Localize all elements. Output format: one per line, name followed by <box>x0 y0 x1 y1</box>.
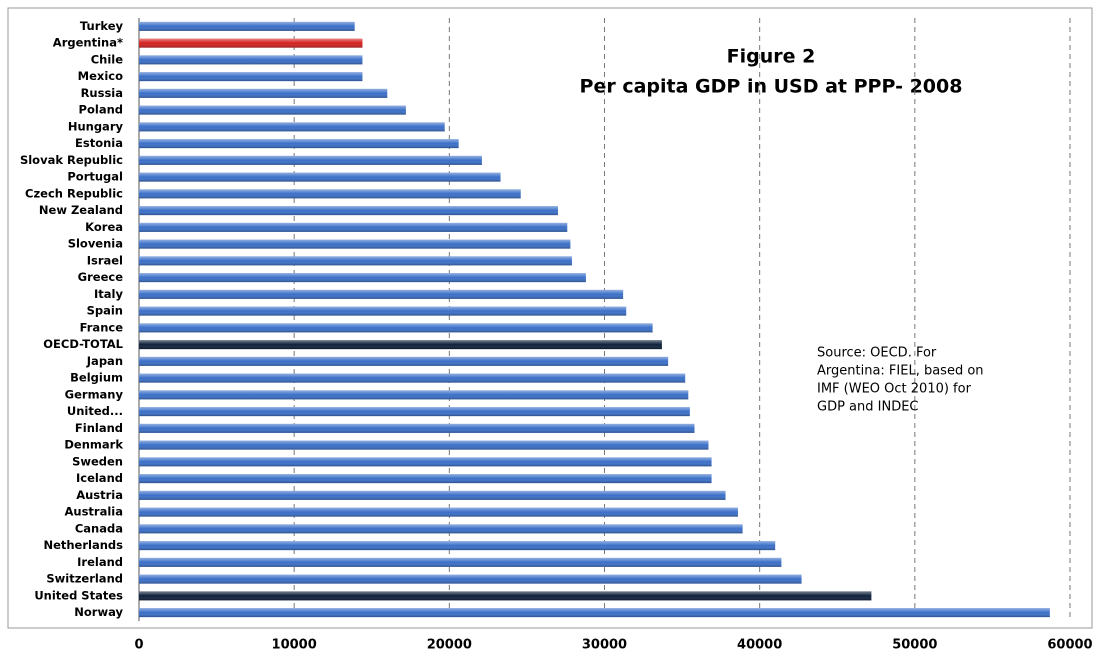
y-tick-label: Turkey <box>80 19 124 33</box>
y-tick-label: Portugal <box>67 170 123 184</box>
y-tick-label: New Zealand <box>39 203 123 217</box>
y-tick-label: Italy <box>94 287 123 301</box>
y-tick-label: Russia <box>81 86 123 100</box>
bar-shine <box>139 390 689 400</box>
bar-shine <box>139 423 695 433</box>
bar-shine <box>139 55 363 65</box>
bar-shine <box>139 407 690 417</box>
bar-shine <box>139 273 586 283</box>
bar-shine <box>139 72 363 82</box>
chart-subtitle: Per capita GDP in USD at PPP- 2008 <box>580 76 963 98</box>
x-tick-label: 10000 <box>272 638 317 653</box>
bar-shine <box>139 122 445 132</box>
bar-shine <box>139 524 743 534</box>
x-tick-label: 50000 <box>892 638 937 653</box>
y-tick-label: Denmark <box>64 438 123 452</box>
x-tick-label: 20000 <box>427 638 472 653</box>
bar-shine <box>139 155 482 165</box>
y-tick-label: Germany <box>65 387 124 401</box>
annotation: IMF (WEO Oct 2010) for <box>817 382 972 397</box>
y-tick-label: Spain <box>87 304 123 318</box>
annotation: Source: OECD. For <box>817 346 937 361</box>
bar-shine <box>139 206 558 216</box>
y-tick-label: Chile <box>91 52 124 66</box>
bar-shine <box>139 21 355 31</box>
y-tick-label: Slovenia <box>68 237 123 251</box>
x-tick-label: 30000 <box>582 638 627 653</box>
bar-shine <box>139 256 572 266</box>
y-tick-label: OECD-TOTAL <box>43 337 123 351</box>
y-tick-label: Norway <box>74 605 123 619</box>
bar-shine <box>139 440 709 450</box>
y-tick-label: Greece <box>78 270 124 284</box>
y-tick-label: Iceland <box>76 471 123 485</box>
y-tick-label: Israel <box>87 253 123 267</box>
y-tick-label: Sweden <box>72 454 123 468</box>
bar-shine <box>139 541 776 551</box>
bar-shine <box>139 289 624 299</box>
y-tick-label: United States <box>34 588 123 602</box>
bar-shine <box>139 557 782 567</box>
y-tick-label: Estonia <box>75 136 123 150</box>
bar-shine <box>139 574 802 584</box>
bar-shine <box>139 591 872 601</box>
y-tick-label: Switzerland <box>46 572 123 586</box>
y-tick-label: Austria <box>76 488 123 502</box>
y-tick-label: Argentina* <box>53 36 123 50</box>
y-tick-label: United... <box>67 404 123 418</box>
y-tick-label: Mexico <box>78 69 123 83</box>
bar-shine <box>139 306 627 316</box>
y-tick-label: Netherlands <box>43 538 123 552</box>
chart-title: Figure 2 <box>727 46 816 68</box>
x-tick-label: 60000 <box>1047 638 1092 653</box>
x-tick-label: 40000 <box>737 638 782 653</box>
y-tick-label: Japan <box>86 354 123 368</box>
y-tick-label: Ireland <box>77 555 123 569</box>
bar-shine <box>139 139 459 149</box>
bar-shine <box>139 474 712 484</box>
chart-frame <box>7 7 1093 629</box>
bar-shine <box>139 88 388 98</box>
annotation: Argentina: FIEL, based on <box>817 364 984 379</box>
y-tick-label: Czech Republic <box>25 186 123 200</box>
bar-shine <box>139 239 571 249</box>
y-tick-label: Korea <box>85 220 123 234</box>
y-tick-label: Finland <box>75 421 123 435</box>
y-tick-label: France <box>80 320 124 334</box>
bar-shine <box>139 222 568 232</box>
bar-shine <box>139 507 738 517</box>
bar-shine <box>139 340 662 350</box>
y-tick-label: Poland <box>79 103 123 117</box>
bar-shine <box>139 189 521 199</box>
y-tick-label: Australia <box>64 505 123 519</box>
bar-shine <box>139 457 712 467</box>
bar-shine <box>139 608 1050 618</box>
y-tick-label: Hungary <box>68 119 124 133</box>
bar-shine <box>139 373 686 383</box>
y-tick-label: Slovak Republic <box>20 153 123 167</box>
y-tick-label: Belgium <box>70 371 123 385</box>
annotation: GDP and INDEC <box>817 400 919 415</box>
x-tick-label: 0 <box>134 638 143 653</box>
bar-shine <box>139 490 726 500</box>
bar-shine <box>139 105 406 115</box>
bar-shine <box>139 38 363 48</box>
bar-shine <box>139 356 669 366</box>
y-tick-label: Canada <box>75 521 123 535</box>
bar-shine <box>139 172 501 182</box>
bar-shine <box>139 323 653 333</box>
